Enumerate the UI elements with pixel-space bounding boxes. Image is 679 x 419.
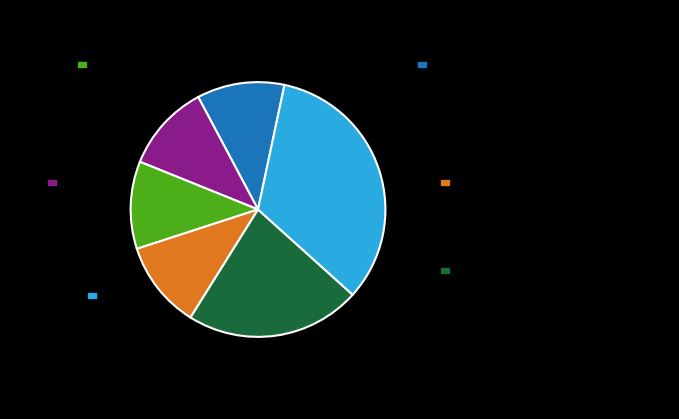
- Wedge shape: [258, 85, 386, 295]
- Wedge shape: [191, 210, 352, 337]
- Wedge shape: [140, 97, 258, 210]
- Wedge shape: [198, 82, 285, 210]
- Wedge shape: [130, 162, 258, 249]
- Wedge shape: [137, 210, 258, 318]
